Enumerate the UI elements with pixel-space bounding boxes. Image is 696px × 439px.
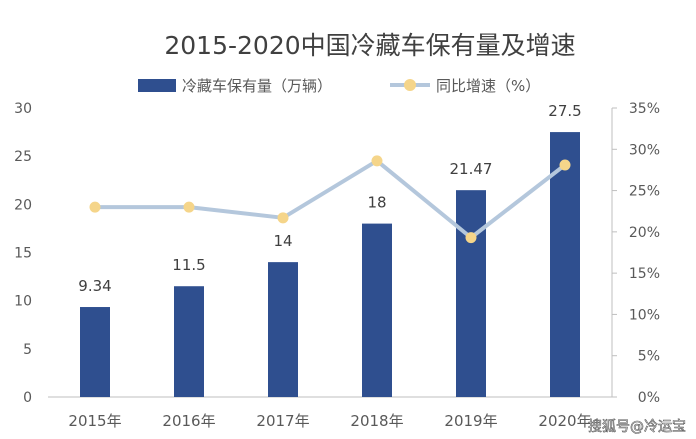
left-axis-tick-label: 20 — [14, 197, 32, 213]
bar — [80, 307, 110, 397]
legend-swatch-marker — [404, 79, 416, 91]
bar — [550, 132, 580, 398]
right-axis-tick-label: 10% — [629, 307, 660, 323]
growth-point — [465, 232, 477, 244]
bar — [268, 262, 298, 397]
left-axis-tick-label: 5 — [23, 342, 32, 358]
growth-point — [371, 155, 383, 167]
bar-data-label: 18 — [367, 194, 386, 212]
watermark: 搜狐号@冷运宝 — [588, 419, 686, 435]
bar-data-label: 14 — [273, 232, 292, 250]
x-axis-tick-label: 2017年 — [256, 412, 309, 430]
legend-swatch-bar — [138, 79, 176, 92]
right-axis-tick-label: 25% — [629, 184, 660, 200]
x-axis-tick-label: 2016年 — [162, 412, 215, 430]
bar — [362, 223, 392, 397]
legend-label-line: 同比增速（%） — [436, 77, 540, 95]
bar-data-labels: 9.34 11.5 14 18 21.47 27.5 — [78, 102, 581, 295]
growth-point — [89, 201, 101, 213]
legend-label-bar: 冷藏车保有量（万辆） — [182, 77, 332, 95]
bar-data-label: 9.34 — [78, 277, 111, 295]
chart-title: 2015-2020中国冷藏车保有量及增速 — [164, 31, 575, 60]
left-axis-tick-label: 25 — [14, 149, 32, 165]
growth-point — [559, 159, 571, 171]
bar — [456, 190, 486, 397]
bar — [174, 286, 204, 397]
bar-data-label: 27.5 — [548, 102, 581, 120]
right-axis-tick-label: 15% — [629, 266, 660, 282]
x-axis-tick-label: 2015年 — [68, 412, 121, 430]
left-axis-tick-label: 0 — [23, 390, 32, 406]
growth-point — [277, 212, 289, 224]
right-axis-tick-label: 0% — [638, 390, 660, 406]
bar-series — [80, 132, 580, 398]
x-axis-tick-label: 2020年 — [538, 412, 591, 430]
growth-line — [95, 158, 567, 240]
right-axis-tick-label: 5% — [638, 349, 660, 365]
legend: 冷藏车保有量（万辆） 同比增速（%） — [138, 77, 540, 95]
x-axis-tick-label: 2018年 — [350, 412, 403, 430]
growth-point — [183, 201, 195, 213]
left-axis: 0 5 10 15 20 25 30 — [14, 101, 32, 406]
x-axis: 2015年 2016年 2017年 2018年 2019年 2020年 — [68, 412, 591, 430]
right-axis-tick-label: 30% — [629, 142, 660, 158]
bar-data-label: 11.5 — [172, 256, 205, 274]
right-axis: 0% 5% 10% 15% 20% 25% 30% 35% — [612, 101, 660, 406]
right-axis-tick-label: 35% — [629, 101, 660, 117]
left-axis-tick-label: 15 — [14, 246, 32, 262]
left-axis-tick-label: 10 — [14, 294, 32, 310]
bar-data-label: 21.47 — [450, 160, 493, 178]
x-axis-tick-label: 2019年 — [444, 412, 497, 430]
right-axis-tick-label: 20% — [629, 225, 660, 241]
growth-line-series — [89, 155, 571, 244]
left-axis-tick-label: 30 — [14, 101, 32, 117]
